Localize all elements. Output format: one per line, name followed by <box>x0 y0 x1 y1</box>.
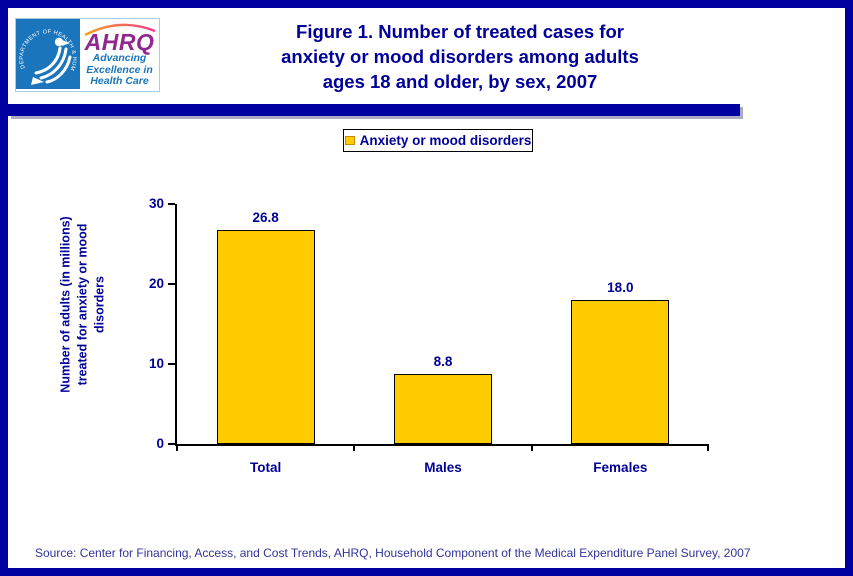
figure-title: Figure 1. Number of treated cases for an… <box>250 19 670 94</box>
ahrq-wordmark: AHRQ Advancing Excellence in Health Care <box>80 19 159 91</box>
ahrq-tagline-line: Excellence in <box>86 63 153 76</box>
ahrq-tagline-line: Health Care <box>90 75 149 87</box>
x-axis-tick <box>176 446 178 451</box>
bar-males <box>393 374 492 444</box>
bar-slot: 18.0 <box>532 204 709 444</box>
figure-title-line: Figure 1. Number of treated cases for <box>296 21 624 42</box>
hhs-eagle-icon: DEPARTMENT OF HEALTH & HUMAN SERVICES · … <box>14 15 80 89</box>
y-axis-tick <box>168 363 175 365</box>
figure-title-line: anxiety or mood disorders among adults <box>281 46 639 67</box>
bar-total <box>216 230 315 444</box>
y-axis-tick-label: 0 <box>156 436 164 451</box>
bar-value-label: 18.0 <box>607 280 634 295</box>
ahrq-tagline-line: Advancing <box>92 52 147 64</box>
chart-legend: Anxiety or mood disorders <box>343 129 533 152</box>
header-divider-rule <box>8 104 740 116</box>
chart: Number of adults (in millions) treated f… <box>8 8 845 568</box>
y-axis-tick-label: 20 <box>148 276 164 291</box>
y-axis-title-line: Number of adults (in millions) <box>58 216 73 393</box>
ahrq-acronym: AHRQ <box>84 29 155 55</box>
bar-slot: 8.8 <box>354 204 531 444</box>
x-axis-tick <box>353 446 356 451</box>
bar-value-label: 26.8 <box>252 210 279 225</box>
source-note: Source: Center for Financing, Access, an… <box>35 546 751 560</box>
plot-area: 26.8 8.8 18.0 <box>175 204 709 446</box>
y-axis-tick-label: 30 <box>148 196 164 211</box>
legend-swatch-icon <box>344 136 355 145</box>
y-axis-title: Number of adults (in millions) treated f… <box>58 145 109 465</box>
legend-label: Anxiety or mood disorders <box>359 133 532 148</box>
bar-slot: 26.8 <box>177 204 354 444</box>
y-axis-tick <box>168 203 175 205</box>
category-labels: Total Males Females <box>177 460 709 475</box>
x-axis-label-total: Total <box>250 460 282 475</box>
bar-females <box>571 300 670 444</box>
figure-title-line: ages 18 and older, by sex, 2007 <box>322 71 598 92</box>
x-axis-tick <box>530 446 533 451</box>
x-axis-label-females: Females <box>593 460 648 475</box>
ahrq-tagline: Advancing Excellence in Health Care <box>86 52 153 88</box>
x-axis-label-males: Males <box>424 460 462 475</box>
bar-value-label: 8.8 <box>433 354 453 369</box>
y-axis-tick <box>168 443 175 445</box>
y-axis-title-line: disorders <box>92 276 107 333</box>
hhs-seal: DEPARTMENT OF HEALTH & HUMAN SERVICES · … <box>14 15 80 91</box>
y-axis-title-line: treated for anxiety or mood <box>75 223 90 386</box>
ahrq-arc-icon <box>84 23 156 36</box>
y-axis-tick-label: 10 <box>148 356 164 371</box>
ahrq-hhs-logo: DEPARTMENT OF HEALTH & HUMAN SERVICES · … <box>14 15 160 92</box>
x-axis-tick <box>707 446 709 451</box>
y-axis-tick <box>168 283 175 285</box>
